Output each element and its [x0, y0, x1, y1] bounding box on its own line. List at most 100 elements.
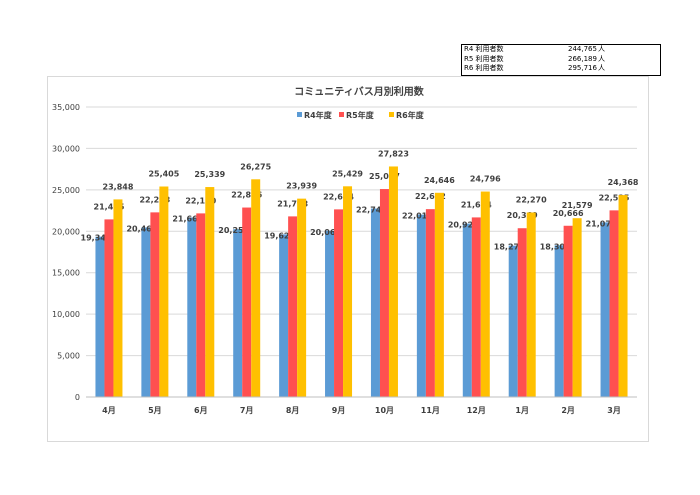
data-label: 24,646 — [424, 176, 455, 185]
data-label: 20,062 — [310, 228, 341, 237]
data-label: 18,304 — [540, 242, 571, 251]
y-tick-label: 35,000 — [52, 103, 80, 112]
bar — [388, 166, 398, 397]
bar — [141, 227, 151, 397]
data-label: 21,076 — [586, 219, 617, 228]
x-tick-label: 8月 — [286, 406, 300, 415]
summary-row: R4 利用者数 244,765 人 — [464, 45, 660, 54]
bar — [480, 191, 490, 397]
bar — [425, 209, 435, 397]
bar — [618, 195, 628, 397]
data-label: 22,644 — [323, 192, 354, 201]
data-label: 21,674 — [461, 200, 492, 209]
bar — [416, 214, 426, 397]
legend-swatch — [389, 112, 394, 117]
data-label: 25,429 — [332, 169, 363, 178]
data-label: 21,435 — [94, 202, 125, 211]
bar — [462, 223, 472, 397]
summary-label: R6 利用者数 — [464, 64, 504, 72]
summary-label: R4 利用者数 — [464, 45, 504, 53]
x-tick-label: 12月 — [467, 406, 486, 415]
data-label: 23,939 — [286, 182, 317, 191]
x-tick-label: 5月 — [148, 406, 162, 415]
y-tick-label: 30,000 — [52, 144, 80, 153]
data-label: 21,579 — [562, 201, 593, 210]
data-label: 22,283 — [139, 195, 170, 204]
bar — [526, 212, 536, 397]
bar — [471, 217, 481, 397]
x-tick-label: 4月 — [102, 406, 116, 415]
bar — [554, 245, 564, 397]
data-label: 22,748 — [356, 206, 387, 215]
data-label: 25,339 — [194, 170, 225, 179]
bar — [95, 236, 105, 397]
bar — [508, 245, 518, 397]
legend-label: R5年度 — [346, 110, 375, 120]
x-tick-label: 7月 — [240, 406, 254, 415]
bar — [563, 225, 573, 397]
data-label: 22,015 — [402, 212, 433, 221]
legend-label: R4年度 — [304, 110, 333, 120]
bar — [159, 186, 169, 397]
y-tick-label: 0 — [75, 393, 80, 402]
chart-title: コミュニティバス月別利用数 — [294, 85, 424, 98]
summary-unit: 人 — [598, 64, 605, 72]
bar — [379, 189, 389, 397]
data-label: 22,160 — [185, 196, 216, 205]
data-label: 24,796 — [470, 175, 501, 184]
bar — [434, 192, 444, 397]
data-label: 24,368 — [608, 178, 639, 187]
legend-swatch — [297, 112, 302, 117]
summary-value: 266,189 — [568, 54, 597, 63]
bar — [517, 228, 527, 397]
data-label: 20,369 — [507, 211, 538, 220]
bar — [370, 208, 380, 397]
summary-table: R4 利用者数 244,765 人 R5 利用者数 266,189 人 R6 利用者数 295… — [461, 44, 661, 76]
y-tick-label: 10,000 — [52, 310, 80, 319]
bar — [288, 216, 298, 397]
bar — [104, 219, 114, 397]
bar — [297, 198, 307, 397]
bar — [334, 209, 344, 397]
bar — [343, 186, 353, 397]
data-label: 20,461 — [126, 224, 157, 233]
data-label: 20,258 — [218, 226, 249, 235]
bar — [251, 179, 261, 397]
summary-row: R5 利用者数 266,189 人 — [464, 55, 660, 64]
data-label: 21,666 — [172, 214, 203, 223]
summary-unit: 人 — [598, 54, 605, 63]
summary-value: 295,716 — [568, 64, 597, 72]
y-tick-label: 15,000 — [52, 269, 80, 278]
data-label: 25,097 — [369, 172, 400, 181]
x-tick-label: 1月 — [515, 406, 529, 415]
y-tick-label: 5,000 — [57, 352, 80, 361]
data-label: 21,798 — [277, 199, 308, 208]
x-tick-label: 6月 — [194, 406, 208, 415]
x-tick-label: 3月 — [607, 406, 621, 415]
bar — [113, 199, 123, 397]
bar — [325, 230, 335, 397]
summary-label: R5 利用者数 — [464, 54, 504, 63]
bar — [242, 207, 252, 397]
data-label: 20,929 — [448, 221, 479, 230]
bar — [196, 213, 206, 397]
data-label: 22,270 — [516, 195, 547, 204]
data-label: 22,525 — [599, 193, 630, 202]
legend-label: R6年度 — [396, 110, 425, 120]
data-label: 25,405 — [148, 170, 179, 179]
data-label: 23,848 — [103, 182, 134, 191]
data-label: 19,628 — [264, 231, 295, 240]
summary-row: R6 利用者数 295,716 人 — [464, 64, 660, 73]
y-tick-label: 25,000 — [52, 186, 80, 195]
y-tick-label: 20,000 — [52, 227, 80, 236]
bar — [205, 187, 215, 397]
data-label: 27,823 — [378, 149, 409, 158]
bar — [233, 229, 243, 397]
bar — [572, 218, 582, 397]
data-label: 22,866 — [231, 191, 262, 200]
data-label: 22,672 — [415, 192, 446, 201]
bar — [150, 212, 160, 397]
summary-unit: 人 — [598, 45, 605, 53]
legend-swatch — [339, 112, 344, 117]
